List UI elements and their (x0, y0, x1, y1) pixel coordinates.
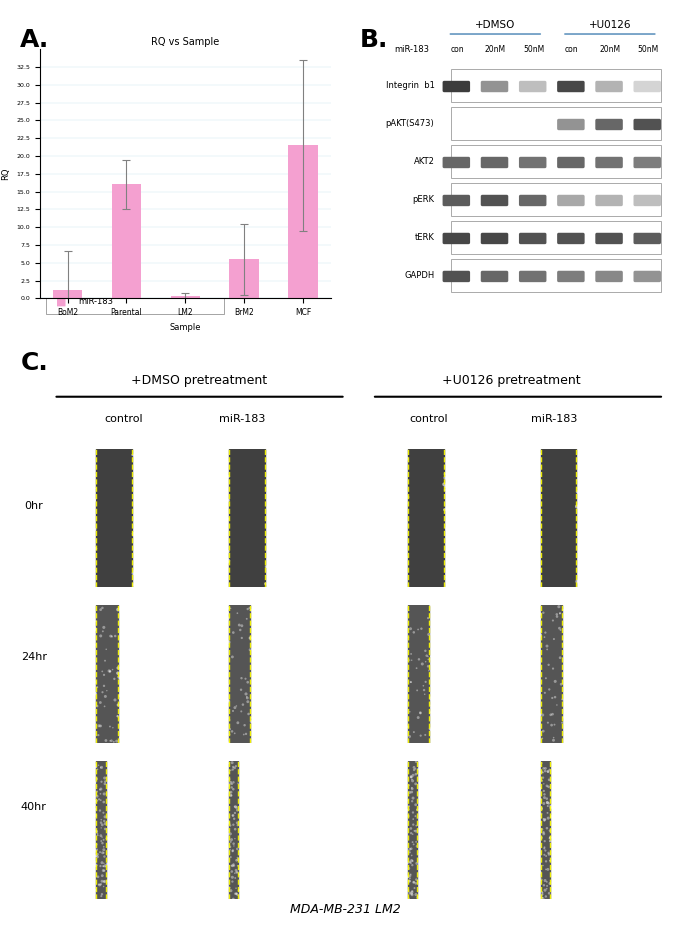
Text: 24hr: 24hr (21, 651, 47, 662)
Text: +DMSO: +DMSO (475, 20, 515, 30)
FancyBboxPatch shape (519, 157, 547, 168)
Text: pAKT(S473): pAKT(S473) (386, 120, 435, 128)
Text: +U0126: +U0126 (589, 20, 631, 30)
Text: miR-183: miR-183 (531, 414, 578, 424)
Text: A.: A. (20, 28, 50, 52)
FancyBboxPatch shape (634, 232, 661, 244)
FancyBboxPatch shape (481, 157, 509, 168)
FancyBboxPatch shape (442, 157, 470, 168)
Text: control: control (104, 414, 142, 424)
FancyBboxPatch shape (451, 183, 661, 216)
FancyBboxPatch shape (634, 195, 661, 206)
Text: 50nM: 50nM (523, 45, 544, 54)
FancyBboxPatch shape (442, 81, 470, 92)
FancyBboxPatch shape (519, 271, 547, 282)
Text: miR-183: miR-183 (220, 414, 266, 424)
FancyBboxPatch shape (442, 232, 470, 244)
Text: control: control (409, 414, 448, 424)
FancyBboxPatch shape (481, 81, 509, 92)
FancyBboxPatch shape (596, 81, 623, 92)
Text: 20nM: 20nM (485, 45, 506, 54)
Text: miR-183: miR-183 (79, 297, 113, 306)
Text: 50nM: 50nM (637, 45, 659, 54)
Text: 0hr: 0hr (24, 502, 43, 512)
FancyBboxPatch shape (451, 221, 661, 254)
FancyBboxPatch shape (634, 119, 661, 130)
Text: miR-183: miR-183 (395, 45, 429, 54)
Text: con: con (451, 45, 464, 54)
FancyBboxPatch shape (596, 195, 623, 206)
Text: tERK: tERK (415, 233, 435, 242)
Text: GAPDH: GAPDH (404, 271, 435, 280)
FancyBboxPatch shape (557, 157, 585, 168)
FancyBboxPatch shape (451, 145, 661, 179)
FancyBboxPatch shape (519, 232, 547, 244)
FancyBboxPatch shape (634, 157, 661, 168)
Text: +U0126 pretreatment: +U0126 pretreatment (442, 374, 580, 387)
Text: con: con (565, 45, 578, 54)
FancyBboxPatch shape (557, 195, 585, 206)
FancyBboxPatch shape (481, 195, 509, 206)
FancyBboxPatch shape (451, 69, 661, 103)
Text: C.: C. (21, 351, 48, 375)
FancyBboxPatch shape (519, 195, 547, 206)
FancyBboxPatch shape (442, 195, 470, 206)
Text: MDA-MB-231 LM2: MDA-MB-231 LM2 (290, 903, 401, 917)
FancyBboxPatch shape (442, 271, 470, 282)
FancyBboxPatch shape (557, 119, 585, 130)
Text: B.: B. (360, 28, 388, 52)
FancyBboxPatch shape (596, 157, 623, 168)
FancyBboxPatch shape (519, 81, 547, 92)
Text: +DMSO pretreatment: +DMSO pretreatment (131, 374, 267, 387)
Text: pERK: pERK (413, 195, 435, 204)
Text: ■: ■ (56, 296, 66, 307)
FancyBboxPatch shape (596, 271, 623, 282)
FancyBboxPatch shape (634, 271, 661, 282)
FancyBboxPatch shape (596, 232, 623, 244)
FancyBboxPatch shape (46, 289, 224, 313)
Text: 40hr: 40hr (21, 802, 47, 812)
FancyBboxPatch shape (557, 271, 585, 282)
FancyBboxPatch shape (481, 271, 509, 282)
Text: AKT2: AKT2 (414, 157, 435, 167)
FancyBboxPatch shape (451, 259, 661, 293)
FancyBboxPatch shape (557, 232, 585, 244)
Text: Integrin  b1: Integrin b1 (386, 81, 435, 90)
FancyBboxPatch shape (634, 81, 661, 92)
FancyBboxPatch shape (451, 107, 661, 140)
FancyBboxPatch shape (596, 119, 623, 130)
FancyBboxPatch shape (481, 232, 509, 244)
Text: 20nM: 20nM (599, 45, 621, 54)
FancyBboxPatch shape (557, 81, 585, 92)
